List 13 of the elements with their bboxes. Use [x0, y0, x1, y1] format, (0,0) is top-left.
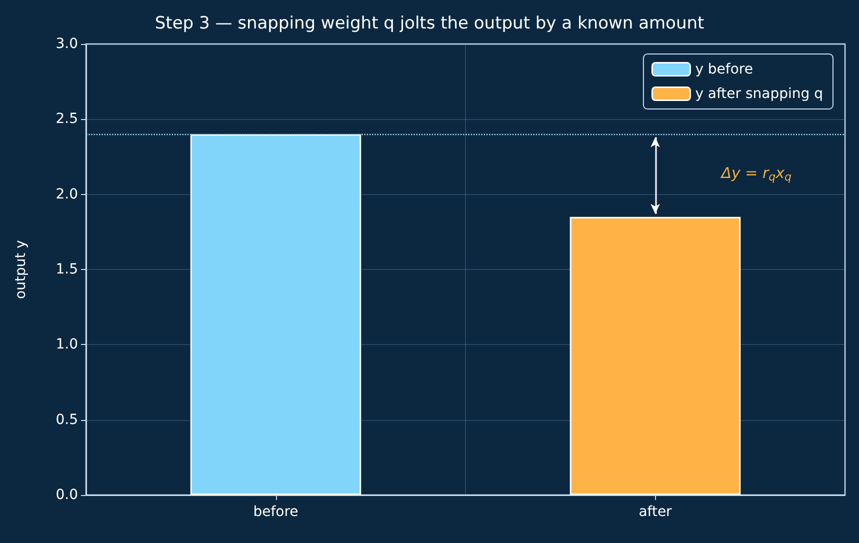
y-tick-label: 2.0 — [56, 186, 78, 202]
y-tick-label: 0.0 — [56, 487, 78, 503]
legend-label: y after snapping q — [695, 86, 823, 102]
y-tick-label: 0.5 — [56, 412, 78, 428]
x-tick-label: before — [253, 504, 298, 520]
y-tick-label: 2.5 — [56, 111, 78, 128]
x-tick-label: after — [638, 504, 672, 520]
y-tick-label: 1.5 — [56, 262, 78, 278]
chart-title: Step 3 — snapping weight q jolts the output by a known amount — [154, 14, 704, 34]
y-tick-label: 1.0 — [56, 336, 78, 353]
y-axis-title: output y — [13, 240, 29, 299]
legend-label: y before — [695, 61, 753, 78]
y-tick-label: 3.0 — [56, 36, 78, 52]
